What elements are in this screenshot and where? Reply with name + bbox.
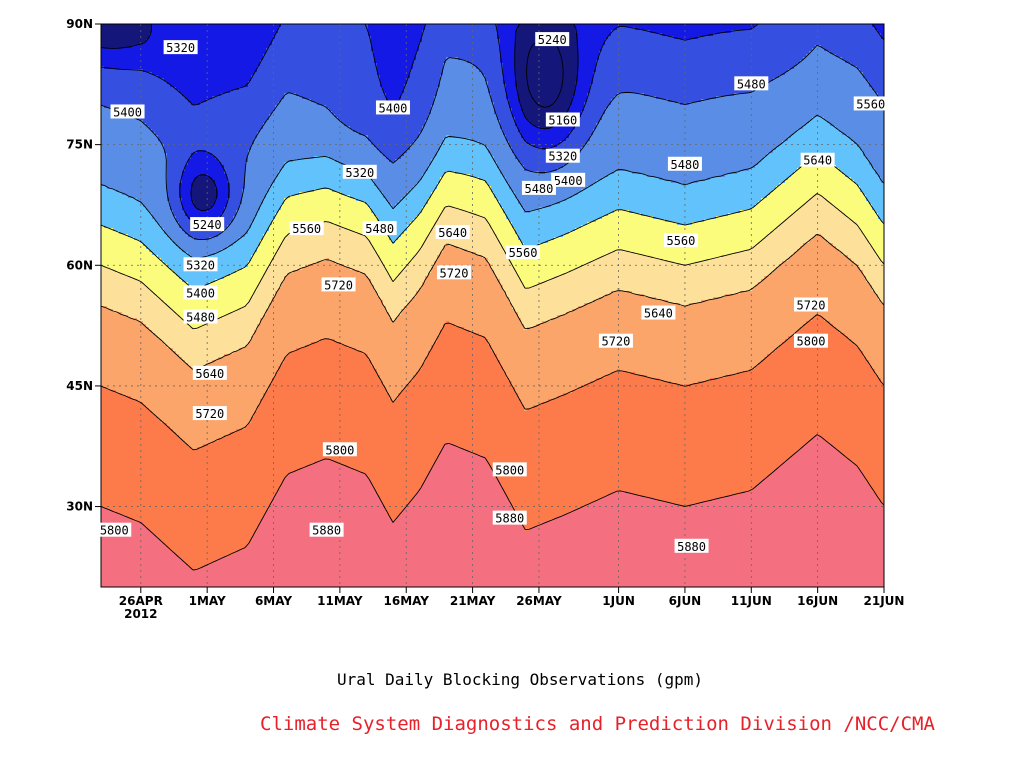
contour-label: 5320	[343, 165, 377, 180]
contour-label: 5320	[164, 40, 198, 55]
contour-label: 5560	[506, 245, 540, 260]
contour-label: 5480	[522, 181, 556, 196]
contour-label-text: 5880	[495, 512, 524, 526]
contour-label: 5480	[668, 157, 702, 172]
contour-label-text: 5640	[803, 154, 832, 168]
contour-label: 5720	[437, 265, 471, 280]
contour-label-text: 5480	[365, 222, 394, 236]
contour-label: 5720	[193, 406, 227, 421]
contour-label-text: 5480	[186, 311, 215, 325]
x-tick-label: 1JUN	[602, 594, 635, 608]
x-tick-label: 26APR	[119, 594, 163, 608]
contour-label: 5640	[641, 306, 675, 321]
contour-label: 5800	[493, 462, 527, 477]
contour-label: 5880	[493, 511, 527, 526]
y-tick-label: 45N	[66, 379, 93, 393]
contour-label-text: 5560	[292, 222, 321, 236]
contour-label-text: 5240	[193, 218, 222, 232]
contour-label: 5560	[290, 221, 324, 236]
contour-label-text: 5800	[325, 443, 354, 457]
contour-label: 5720	[322, 277, 356, 292]
contour-label-text: 5400	[554, 174, 583, 188]
contour-label: 5880	[675, 539, 709, 554]
contour-label: 5400	[376, 100, 410, 115]
contour-label-text: 5480	[670, 158, 699, 172]
contour-label-text: 5880	[677, 540, 706, 554]
contour-label: 5400	[111, 104, 145, 119]
x-tick-label: 21JUN	[864, 594, 905, 608]
contour-label: 5560	[854, 96, 888, 111]
contour-label: 5480	[734, 76, 768, 91]
contour-label-text: 5720	[440, 266, 469, 280]
y-tick-label: 90N	[66, 17, 93, 31]
x-tick-label: 16JUN	[797, 594, 838, 608]
contour-label: 5240	[190, 217, 224, 232]
contour-label: 5800	[323, 442, 357, 457]
contour-label: 5400	[184, 285, 218, 300]
contour-label-text: 5720	[195, 407, 224, 421]
contour-label: 5560	[664, 233, 698, 248]
contour-label-text: 5800	[100, 524, 129, 538]
y-tick-label: 75N	[66, 138, 93, 152]
y-tick-label: 60N	[66, 258, 93, 272]
contour-label: 5400	[551, 173, 585, 188]
contour-label-text: 5720	[601, 335, 630, 349]
x-tick-label: 11MAY	[317, 594, 363, 608]
x-tick-label: 21MAY	[450, 594, 496, 608]
x-tick-label: 26MAY	[516, 594, 562, 608]
contour-fills	[101, 24, 885, 589]
contour-label: 5480	[363, 221, 397, 236]
contour-label-text: 5640	[438, 226, 467, 240]
contour-label: 5720	[599, 334, 633, 349]
contour-label: 5880	[310, 523, 344, 538]
contour-label: 5320	[546, 149, 580, 164]
contour-label-text: 5480	[524, 182, 553, 196]
contour-label: 5800	[97, 523, 131, 538]
contour-label: 5240	[535, 32, 569, 47]
x-tick-year: 2012	[124, 607, 157, 621]
contour-label-text: 5560	[856, 97, 885, 111]
contour-label: 5800	[794, 334, 828, 349]
x-tick-label: 16MAY	[384, 594, 430, 608]
contour-label-text: 5640	[195, 367, 224, 381]
contour-label-text: 5320	[548, 150, 577, 164]
contour-label-text: 5400	[379, 101, 408, 115]
x-tick-label: 1MAY	[189, 594, 226, 608]
contour-label-text: 5800	[495, 463, 524, 477]
contour-label-text: 5400	[186, 286, 215, 300]
contour-label: 5480	[184, 310, 218, 325]
contour-plot: 53205400 54005320524051605320540054805480…	[0, 0, 1024, 768]
credit-line: Climate System Diagnostics and Predictio…	[260, 713, 935, 735]
contour-label-text: 5880	[312, 524, 341, 538]
contour-label: 5640	[193, 366, 227, 381]
contour-label-text: 5560	[666, 234, 695, 248]
x-tick-label: 6MAY	[255, 594, 292, 608]
contour-label: 5720	[794, 298, 828, 313]
contour-label-text: 5480	[737, 77, 766, 91]
contour-label-text: 5320	[166, 41, 195, 55]
contour-label-text: 5720	[797, 299, 826, 313]
contour-label: 5640	[801, 153, 835, 168]
contour-label-text: 5240	[538, 33, 567, 47]
x-tick-label: 6JUN	[669, 594, 702, 608]
contour-label-text: 5560	[509, 246, 538, 260]
y-tick-label: 30N	[66, 500, 93, 514]
contour-label-text: 5640	[644, 307, 673, 321]
contour-label-text: 5320	[345, 166, 374, 180]
contour-label: 5640	[436, 225, 470, 240]
contour-label-text: 5800	[797, 335, 826, 349]
contour-label: 5160	[546, 113, 580, 128]
x-tick-label: 11JUN	[731, 594, 772, 608]
contour-label-text: 5720	[324, 278, 353, 292]
contour-label-text: 5160	[548, 114, 577, 128]
chart-caption: Ural Daily Blocking Observations (gpm)	[0, 670, 1024, 689]
contour-label: 5320	[184, 257, 218, 272]
contour-label-text: 5320	[186, 258, 215, 272]
contour-label-text: 5400	[113, 105, 142, 119]
